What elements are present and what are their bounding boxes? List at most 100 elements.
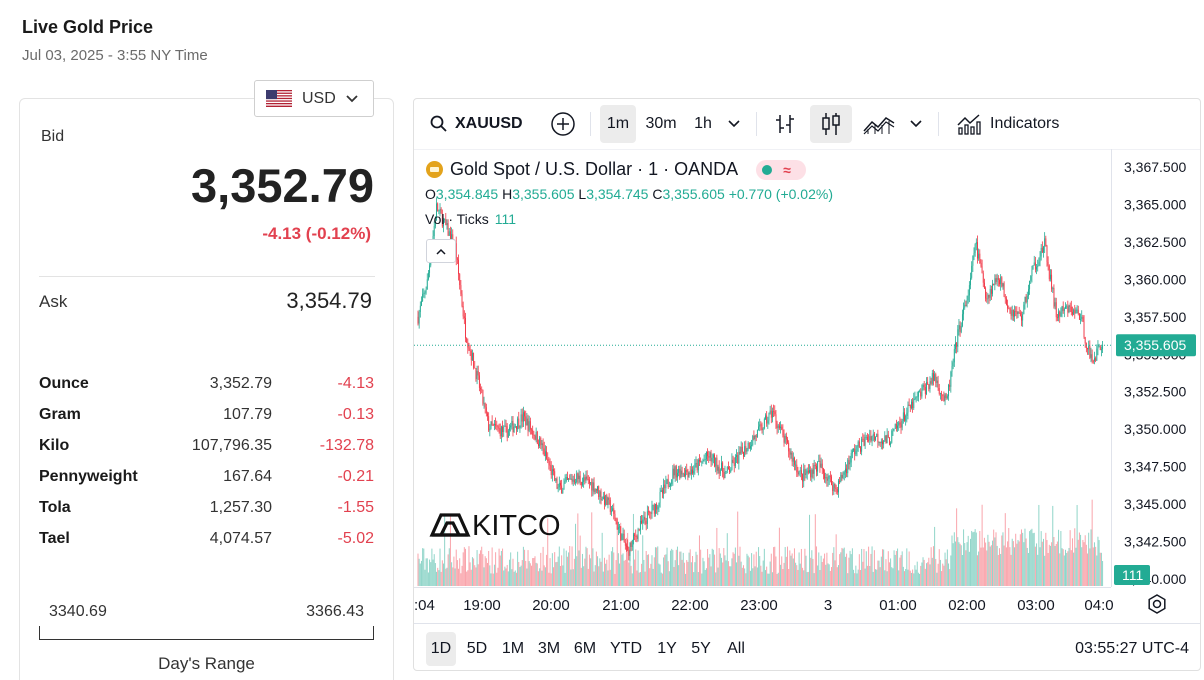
candle-body	[853, 448, 854, 451]
candle-body	[915, 397, 917, 399]
volume-bar	[698, 535, 700, 586]
volume-bar	[802, 567, 804, 586]
price-chart[interactable]: KITCO 3,367.500 3,365.000 3,362.500 3,360.0…	[414, 149, 1201, 619]
volume-bar	[1030, 529, 1032, 586]
volume-bar	[605, 563, 607, 586]
candle-body	[835, 487, 837, 490]
interval-1h[interactable]: 1h	[694, 115, 712, 132]
current-price-label: 3,355.605	[1124, 337, 1186, 353]
volume-bar	[705, 568, 707, 586]
volume-bar	[825, 564, 827, 586]
volume-bar	[880, 556, 882, 586]
volume-bar	[778, 527, 780, 586]
chart-type-dropdown[interactable]	[904, 105, 928, 143]
volume-bar	[1092, 547, 1094, 586]
market-status-pill[interactable]: ≈	[756, 159, 807, 180]
volume-bar	[491, 547, 493, 586]
candle-body	[514, 426, 516, 427]
volume-bar	[841, 547, 843, 586]
range-1y-button[interactable]: 1Y	[657, 640, 677, 657]
candle-body	[617, 527, 619, 530]
interval-dropdown[interactable]	[722, 105, 746, 143]
settings-icon-center	[1152, 599, 1162, 609]
bar-style-button[interactable]	[768, 105, 802, 143]
candle-body	[820, 463, 822, 468]
volume-bar	[701, 573, 703, 586]
currency-select[interactable]: USD	[254, 80, 374, 117]
symbol-search-button[interactable]: XAUUSD	[424, 105, 536, 143]
candle-body	[433, 226, 435, 237]
volume-bar	[656, 547, 658, 586]
volume-bar	[558, 546, 560, 586]
volume-bar	[616, 517, 618, 586]
candle-body	[635, 535, 637, 537]
volume-bar	[1010, 554, 1012, 586]
legend-collapse-button[interactable]	[426, 239, 456, 263]
interval-1m[interactable]: 1m	[600, 105, 636, 143]
volume-bar	[1060, 531, 1062, 586]
candle-body	[895, 424, 897, 429]
volume-bar	[696, 554, 698, 586]
volume-bar	[658, 563, 660, 586]
volume-bar	[784, 547, 786, 586]
candle-body	[520, 414, 522, 427]
candle-body	[825, 477, 827, 479]
volume-bar	[666, 547, 668, 586]
volume-bar	[1011, 538, 1013, 586]
candle-body	[937, 380, 939, 389]
volume-bar	[814, 514, 816, 586]
volume-bar	[719, 553, 721, 586]
candle-body	[941, 393, 943, 395]
chart-settings-button[interactable]	[1148, 594, 1166, 614]
volume-bar	[529, 563, 531, 586]
candle-body	[425, 289, 427, 293]
close-value: 3,355.605	[662, 186, 725, 202]
range-3m-button[interactable]: 3M	[537, 640, 561, 657]
candle-body	[497, 426, 499, 428]
candle-body	[644, 516, 646, 521]
volume-bar	[703, 561, 705, 586]
candle-body	[885, 435, 887, 444]
area-style-button[interactable]	[860, 105, 898, 143]
range-5d-button[interactable]: 5D	[466, 640, 488, 657]
candle-body	[809, 470, 810, 473]
volume-bar	[1083, 542, 1085, 586]
candle-body	[538, 443, 539, 447]
interval-30m[interactable]: 30m	[645, 115, 677, 132]
volume-bar	[931, 557, 933, 586]
candle-body	[509, 427, 510, 431]
range-5y-button[interactable]: 5Y	[691, 640, 711, 657]
candle-body	[671, 479, 673, 484]
candle-body	[916, 396, 918, 398]
candle-body	[1038, 261, 1040, 266]
volume-bar	[517, 551, 519, 586]
chart-clock[interactable]: 03:55:27 UTC-4	[1075, 640, 1189, 657]
compare-symbol-button[interactable]	[546, 105, 580, 143]
candle-body	[1045, 238, 1047, 247]
candle-body	[966, 300, 968, 306]
candle-body	[1039, 256, 1041, 262]
candle-body	[475, 368, 477, 379]
candle-body	[697, 459, 699, 471]
range-ytd-button[interactable]: YTD	[610, 640, 642, 657]
indicators-button[interactable]: Indicators	[950, 105, 1076, 143]
volume-bar	[510, 552, 512, 586]
candle-body	[608, 497, 610, 500]
range-all-button[interactable]: All	[727, 640, 745, 657]
range-1m-button[interactable]: 1M	[501, 640, 525, 657]
volume-bar	[807, 571, 809, 586]
range-1d-button[interactable]: 1D	[426, 632, 456, 666]
candle-body	[480, 387, 481, 390]
current-volume-label: 111	[1122, 567, 1143, 583]
volume-bar	[895, 550, 897, 586]
candle-body	[695, 462, 697, 464]
volume-bar	[555, 562, 557, 586]
candle-body	[597, 486, 598, 491]
range-6m-button[interactable]: 6M	[573, 640, 597, 657]
candle-body	[711, 457, 713, 462]
volume-bar	[1033, 532, 1035, 586]
candle-body	[1048, 265, 1050, 280]
candles-style-button[interactable]	[810, 105, 852, 143]
candle-body	[703, 459, 705, 461]
candle-body	[905, 415, 907, 421]
